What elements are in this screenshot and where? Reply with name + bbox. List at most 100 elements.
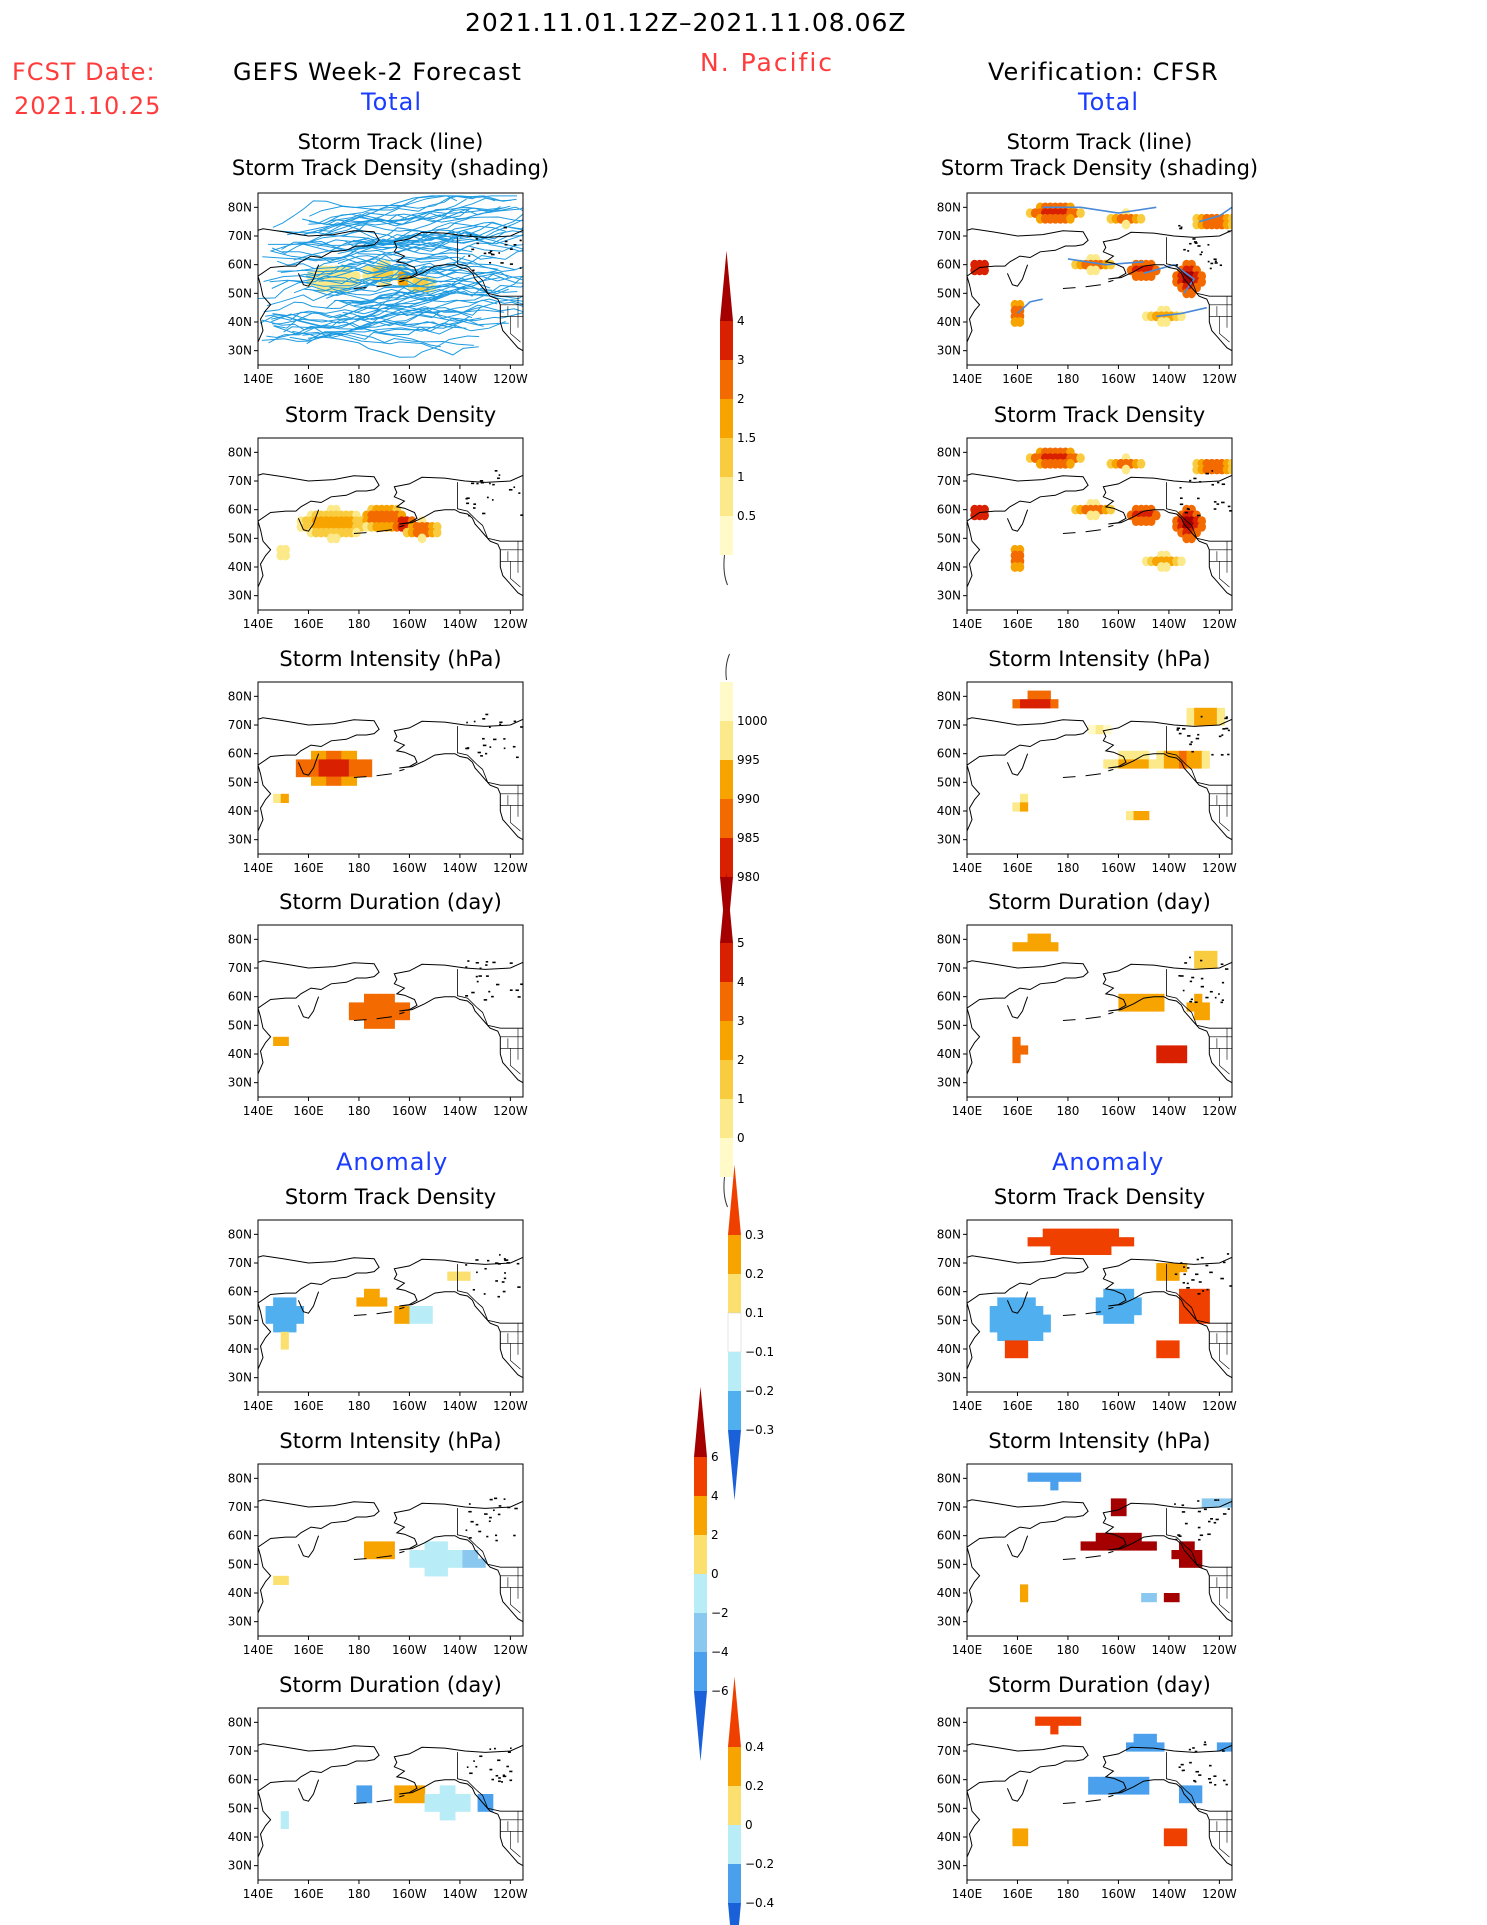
island	[1210, 262, 1214, 265]
y-tick-label: 80N	[937, 445, 961, 459]
grid-cell	[432, 1558, 441, 1568]
colorbar-label: −6	[711, 1684, 729, 1698]
y-tick-label: 30N	[937, 589, 961, 603]
island	[501, 1281, 505, 1283]
panel-subtitle: Storm Track Density (shading)	[941, 156, 1258, 180]
grid-cell	[1103, 1237, 1112, 1247]
island	[499, 721, 503, 724]
coastline	[297, 264, 320, 287]
grid-cell	[341, 759, 350, 769]
grid-cell	[1080, 1237, 1089, 1247]
panel-title: Storm Intensity (hPa)	[279, 647, 501, 671]
island	[489, 261, 492, 264]
coastline	[1085, 1311, 1101, 1315]
grid-cell	[1126, 1002, 1135, 1012]
grid-cell	[417, 1306, 426, 1316]
coastline	[376, 1555, 392, 1559]
grid-cell	[394, 1002, 403, 1012]
y-tick-label: 40N	[228, 1047, 252, 1061]
island	[490, 253, 493, 255]
grid-cell	[1171, 759, 1180, 769]
grid-cell	[1012, 1323, 1021, 1333]
island	[1209, 1271, 1213, 1274]
island	[1190, 741, 1193, 743]
coastline	[297, 1291, 320, 1314]
grid-cell	[364, 1297, 373, 1307]
grid-cell	[303, 768, 312, 778]
island	[512, 745, 516, 748]
grid-cell	[280, 793, 289, 803]
island	[1227, 230, 1231, 233]
grid-cell	[1065, 1237, 1074, 1247]
x-tick-label: 140W	[1152, 372, 1187, 386]
colorbar-label: 2	[737, 392, 745, 406]
grid-cell	[1027, 1237, 1036, 1247]
grid-cell	[1163, 1263, 1173, 1273]
y-tick-label: 80N	[937, 1715, 961, 1729]
density-cell	[1162, 562, 1171, 572]
grid-cell	[432, 1550, 441, 1560]
grid-cell	[470, 1558, 479, 1568]
coastline	[393, 229, 523, 352]
grid-cell	[1171, 1263, 1180, 1273]
grid-cell	[1042, 1237, 1051, 1247]
grid-cell	[295, 1314, 305, 1324]
grid-cell	[1020, 1593, 1029, 1603]
colorbar-segment	[720, 943, 733, 982]
y-tick-label: 70N	[937, 1500, 961, 1514]
coastline	[1108, 1550, 1114, 1554]
grid-cell	[1057, 1228, 1067, 1238]
island	[1215, 1518, 1219, 1521]
political-border	[456, 1508, 523, 1568]
grid-cell	[1186, 1314, 1195, 1324]
grid-cell	[417, 1794, 426, 1804]
x-tick-label: 180	[1056, 617, 1079, 631]
coastline	[1006, 1779, 1029, 1802]
grid-cell	[1095, 1776, 1104, 1786]
grid-cell	[1095, 1237, 1104, 1247]
island	[1226, 1253, 1230, 1255]
grid-cell	[409, 1558, 418, 1568]
coastline	[967, 473, 1089, 588]
colorbar-label: 1.5	[737, 431, 756, 445]
island	[1191, 750, 1194, 753]
grid-cell	[348, 776, 358, 786]
colorbar-segment	[728, 1825, 741, 1864]
island	[468, 1510, 472, 1513]
grid-cell	[1126, 1297, 1135, 1307]
grid-cell	[1118, 993, 1127, 1003]
island	[497, 1759, 501, 1762]
grid-cell	[1171, 1054, 1180, 1064]
grid-cell	[1179, 1837, 1188, 1847]
density-cell	[1066, 458, 1075, 469]
island	[473, 503, 477, 505]
island	[1193, 477, 1197, 480]
grid-cell	[1194, 716, 1203, 726]
storm-track-line	[283, 321, 506, 334]
grid-cell	[1194, 1002, 1203, 1012]
grid-cell	[1110, 1314, 1120, 1324]
grid-cell	[1103, 1245, 1112, 1255]
grid-cell	[1020, 942, 1029, 952]
grid-cell	[409, 1794, 418, 1804]
coastline	[353, 776, 367, 778]
grid-cell	[1065, 1228, 1074, 1238]
political-border	[1166, 237, 1232, 297]
density-cell	[1091, 510, 1101, 521]
colorbar-label: 6	[711, 1450, 719, 1464]
island	[1213, 508, 1217, 510]
island	[1193, 241, 1197, 243]
coastline	[393, 474, 523, 597]
island	[508, 488, 513, 491]
island	[471, 991, 475, 994]
panel-subtitle: Storm Track Density (shading)	[232, 156, 549, 180]
density-cell	[980, 265, 989, 276]
grid-cell	[1141, 993, 1150, 1003]
grid-cell	[989, 1306, 998, 1316]
coastline	[1102, 718, 1232, 841]
coastline	[1108, 768, 1114, 772]
island	[509, 263, 514, 265]
y-tick-label: 60N	[937, 990, 961, 1004]
panel-title: Storm Duration (day)	[279, 890, 502, 914]
plot-frame	[966, 681, 1233, 855]
